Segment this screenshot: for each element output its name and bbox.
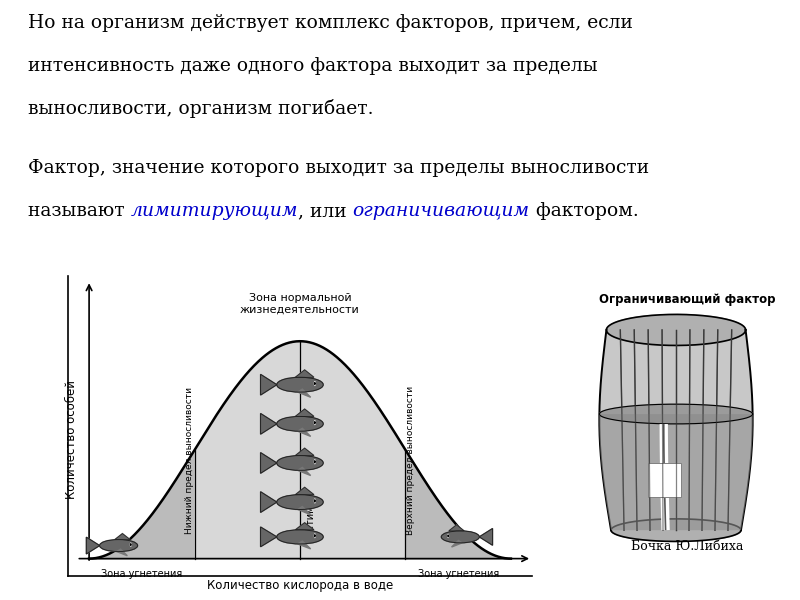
Text: ограничивающим: ограничивающим	[353, 202, 530, 220]
Polygon shape	[298, 389, 310, 397]
Polygon shape	[261, 492, 277, 512]
Text: интенсивность даже одного фактора выходит за пределы: интенсивность даже одного фактора выходи…	[28, 56, 598, 74]
Text: Зона угнетения: Зона угнетения	[101, 569, 182, 580]
Polygon shape	[261, 527, 277, 547]
Text: Верхний предел выносливости: Верхний предел выносливости	[406, 386, 415, 535]
Polygon shape	[599, 414, 753, 530]
Polygon shape	[295, 370, 314, 377]
Polygon shape	[298, 506, 310, 515]
Polygon shape	[115, 533, 130, 539]
Polygon shape	[117, 549, 127, 556]
Ellipse shape	[100, 539, 138, 551]
Polygon shape	[611, 519, 741, 541]
Text: Зона нормальной
жизнедеятельности: Зона нормальной жизнедеятельности	[240, 293, 360, 315]
Polygon shape	[599, 330, 753, 530]
Polygon shape	[261, 374, 277, 395]
Ellipse shape	[277, 530, 323, 544]
Polygon shape	[451, 541, 462, 547]
Polygon shape	[449, 525, 464, 531]
Text: лимитирующим: лимитирующим	[130, 202, 298, 220]
Ellipse shape	[442, 531, 479, 543]
Text: Ограничивающий фактор: Ограничивающий фактор	[599, 293, 776, 306]
Text: , или: , или	[298, 202, 353, 220]
Text: Зона угнетения: Зона угнетения	[418, 569, 499, 580]
Polygon shape	[298, 467, 310, 476]
Text: Количество кислорода в воде: Количество кислорода в воде	[207, 579, 393, 592]
Polygon shape	[295, 448, 314, 455]
Polygon shape	[298, 541, 310, 549]
Polygon shape	[606, 314, 746, 346]
Polygon shape	[599, 404, 753, 424]
Polygon shape	[261, 413, 277, 434]
Text: фактором.: фактором.	[530, 202, 638, 220]
Ellipse shape	[277, 455, 323, 470]
Text: Но на организм действует комплекс факторов, причем, если: Но на организм действует комплекс фактор…	[28, 14, 633, 32]
Polygon shape	[295, 409, 314, 416]
Polygon shape	[86, 537, 100, 554]
Text: называют: называют	[28, 202, 130, 220]
Text: Количество особей: Количество особей	[65, 380, 78, 499]
Text: Нижний предел выносливости: Нижний предел выносливости	[185, 387, 194, 534]
Text: Оптимум: Оптимум	[305, 492, 315, 538]
Text: выносливости, организм погибает.: выносливости, организм погибает.	[28, 100, 374, 118]
Ellipse shape	[277, 494, 323, 509]
Polygon shape	[295, 487, 314, 494]
Text: Бочка Ю.Либиха: Бочка Ю.Либиха	[631, 540, 744, 553]
Polygon shape	[479, 529, 493, 545]
Polygon shape	[298, 428, 310, 436]
Ellipse shape	[277, 416, 323, 431]
Polygon shape	[295, 523, 314, 530]
Polygon shape	[261, 452, 277, 473]
Ellipse shape	[277, 377, 323, 392]
FancyBboxPatch shape	[648, 463, 681, 497]
Text: Фактор, значение которого выходит за пределы выносливости: Фактор, значение которого выходит за пре…	[28, 159, 649, 177]
